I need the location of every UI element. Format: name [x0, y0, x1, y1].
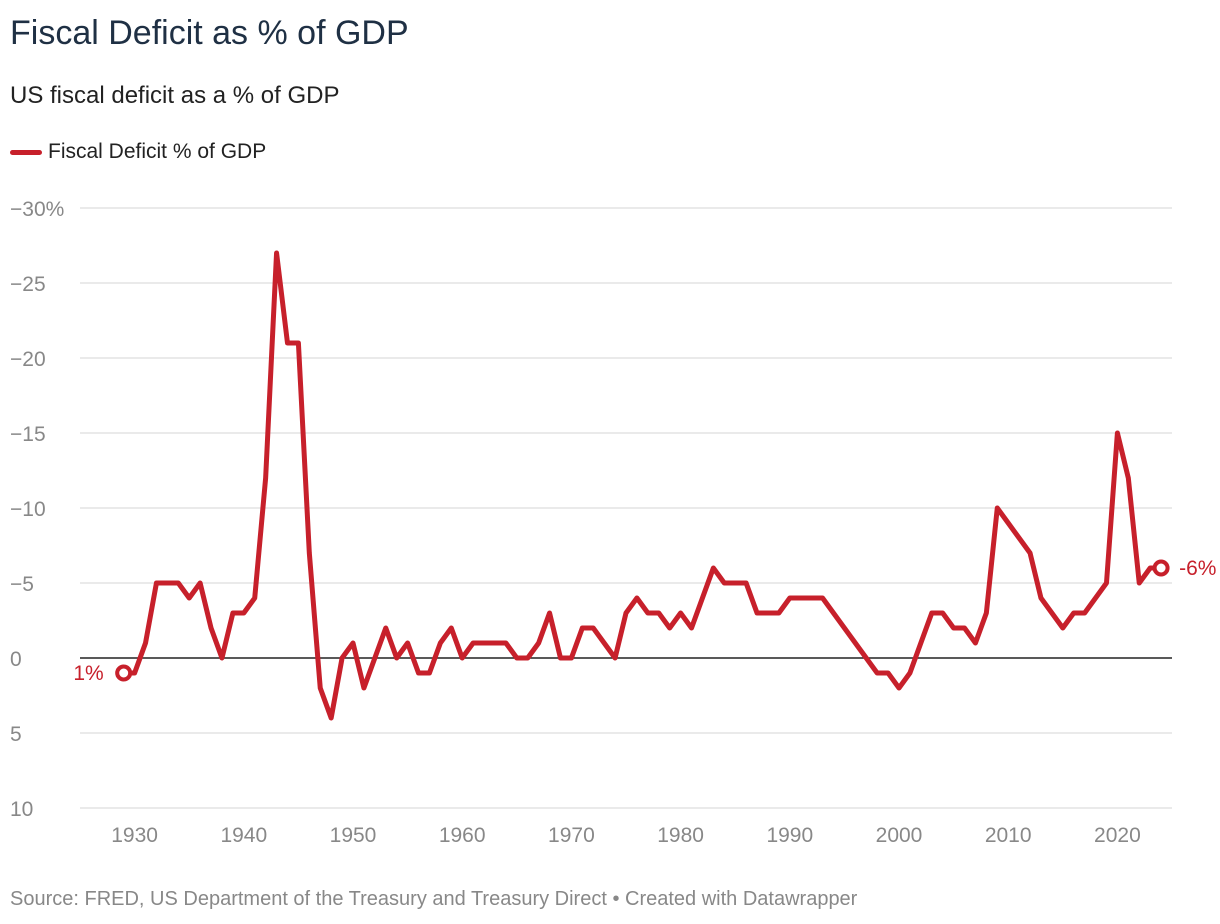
chart-subtitle: US fiscal deficit as a % of GDP	[10, 82, 340, 109]
y-tick-label: 10	[10, 798, 33, 821]
legend: Fiscal Deficit % of GDP	[10, 140, 266, 164]
series-line	[121, 250, 1164, 721]
grid-lines	[80, 207, 1172, 809]
x-tick-label: 1970	[548, 824, 595, 847]
endpoint-label: 1%	[73, 662, 103, 685]
y-tick-label: 0	[10, 648, 22, 671]
endpoint-marker	[1152, 559, 1170, 577]
y-tick-label: −10	[10, 498, 46, 521]
legend-label: Fiscal Deficit % of GDP	[48, 140, 267, 163]
annotations: 1% -6%	[73, 557, 1216, 685]
series-lines	[121, 250, 1164, 721]
endpoint-marker	[115, 664, 133, 682]
y-tick-label: −25	[10, 273, 46, 296]
chart-title: Fiscal Deficit as % of GDP	[10, 14, 409, 52]
x-tick-label: 1960	[439, 824, 486, 847]
x-tick-label: 1950	[330, 824, 377, 847]
endpoint-label: -6%	[1179, 557, 1216, 580]
y-tick-label: −15	[10, 423, 46, 446]
y-tick-label: 5	[10, 723, 22, 746]
y-tick-label: −20	[10, 348, 46, 371]
x-tick-label: 1930	[111, 824, 158, 847]
legend-swatch	[10, 149, 42, 155]
y-tick-label: −5	[10, 573, 34, 596]
source-note: Source: FRED, US Department of the Treas…	[10, 888, 858, 910]
x-tick-label: 1980	[657, 824, 704, 847]
x-tick-label: 2010	[985, 824, 1032, 847]
y-axis-ticks: −30% −25 −20 −15 −10 −5 0 5 10	[10, 198, 64, 821]
y-tick-label: −30%	[10, 198, 64, 221]
x-tick-label: 1990	[766, 824, 813, 847]
x-axis-ticks: 1930 1940 1950 1960 1970 1980 1990 2000 2010 2020	[111, 824, 1141, 847]
x-tick-label: 2020	[1094, 824, 1141, 847]
x-tick-label: 1940	[220, 824, 267, 847]
x-tick-label: 2000	[876, 824, 923, 847]
